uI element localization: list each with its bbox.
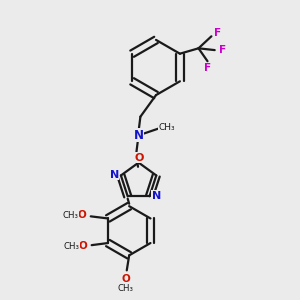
- Text: N: N: [152, 190, 161, 201]
- Text: O: O: [121, 274, 130, 284]
- Text: F: F: [214, 28, 222, 38]
- Text: O: O: [77, 210, 86, 220]
- Text: O: O: [78, 241, 87, 251]
- Text: CH₃: CH₃: [158, 123, 175, 132]
- Text: N: N: [110, 170, 119, 180]
- Text: N: N: [134, 129, 144, 142]
- Text: CH₃: CH₃: [63, 211, 79, 220]
- Text: F: F: [219, 45, 226, 55]
- Text: F: F: [204, 63, 211, 74]
- Text: CH₃: CH₃: [118, 284, 134, 293]
- Text: CH₃: CH₃: [64, 242, 80, 251]
- Text: O: O: [134, 153, 144, 163]
